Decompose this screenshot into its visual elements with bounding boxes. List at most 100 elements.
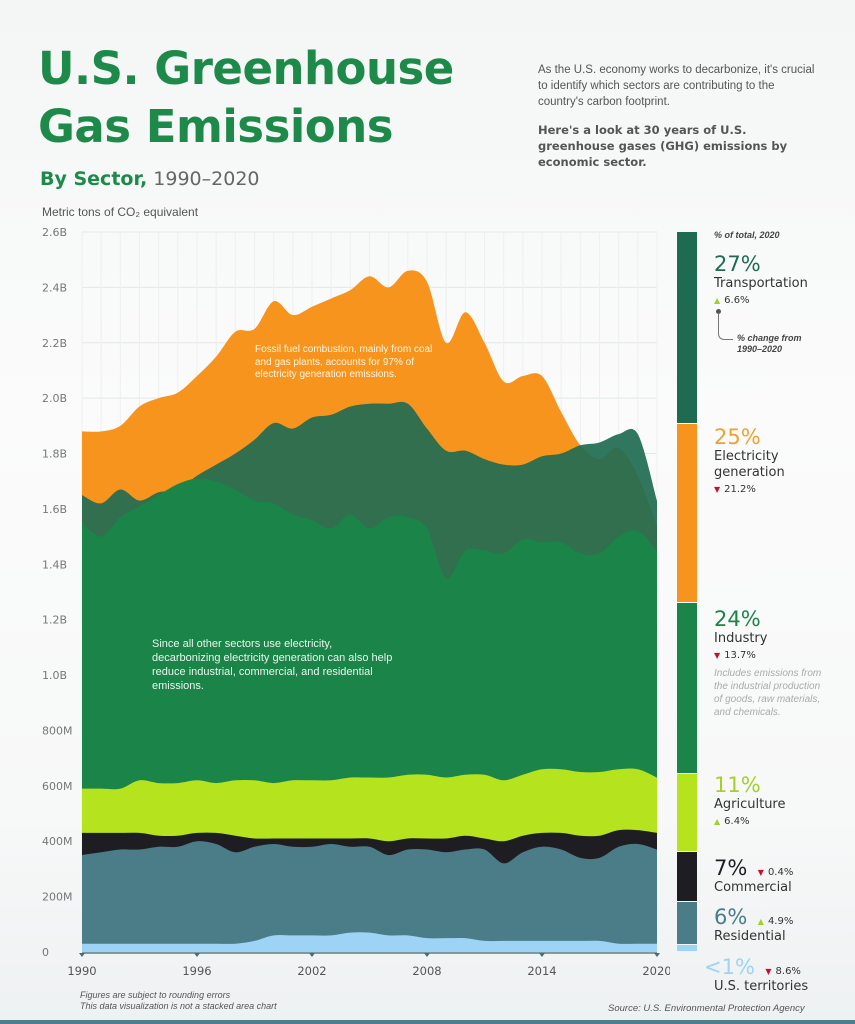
legend-pct: 25% [714,425,761,449]
y-tick-label: 2.4B [42,281,67,294]
explainer-connector [718,313,733,340]
industry-description: Includes emissions from the industrial p… [714,668,822,718]
legend-pct: 27% [714,252,761,276]
areas [82,270,657,953]
x-tick-label: 2002 [297,964,326,978]
legend-pct: 24% [714,607,761,631]
subtitle-years: 1990–2020 [147,168,260,190]
legend-bar-transportation [677,232,697,424]
legend-pct: 11% [714,773,761,797]
legend-heading: % of total, 2020 [714,230,780,240]
title-line-2: Gas Emissions [38,100,394,153]
area-u-s-territories [82,932,657,952]
legend-sector: U.S. territories [714,979,809,994]
y-tick-label: 600M [42,780,73,793]
legend-sector: Residential [714,929,786,944]
legend-change: ▲ 6.6% [714,295,808,306]
subtitle-bold: By Sector, [40,168,148,190]
y-tick-label: 200M [42,891,73,904]
up-arrow-icon: ▲ [757,917,764,926]
x-tick-label: 1996 [182,964,211,978]
x-tick-mark [309,953,315,957]
legend-change-value: 4.9% [767,916,794,927]
legend-sector: Electricity generation [714,449,785,480]
legend-change-value: 6.6% [724,295,750,306]
y-tick-label: 1.6B [42,503,67,516]
y-tick-label: 2.0B [42,392,67,405]
legend-sector: Transportation [714,276,808,291]
legend-pct: <1% [704,955,755,979]
y-tick-label: 1.0B [42,669,67,682]
footnote-rounding: Figures are subject to rounding errors [80,990,231,1000]
footnote-not-stacked: This data visualization is not a stacked… [80,1001,277,1011]
page-title: U.S. Greenhouse Gas Emissions [38,40,454,156]
y-tick-label: 0 [42,946,49,959]
legend-item-commercial: 7% ▼ 0.4% Commercial [714,856,793,896]
emissions-chart: 0 200M 400M 600M 800M 1.0B 1.2B 1.4B 1.6B 1.8B 2.0… [42,226,670,978]
y-tick-label: 2.2B [42,337,67,350]
x-tick-mark [424,953,430,957]
area-residential [82,841,657,952]
legend-change: ▲ 6.4% [714,816,786,827]
legend-change: ▼ 8.6% [765,966,801,977]
legend-bar-residential [677,902,697,944]
units-label: Metric tons of CO₂ equivalent [42,205,199,219]
x-axis: 1990 1996 2002 2008 2014 2020 [67,952,670,978]
legend-item-territories: <1% ▼ 8.6% U.S. territories [704,955,808,995]
legend-pct: 7% [714,856,748,880]
y-tick-label: 2.6B [42,226,67,239]
title-line-1: U.S. Greenhouse [38,42,454,95]
up-arrow-icon: ▲ [714,817,721,826]
y-tick-label: 1.8B [42,448,67,461]
legend-item-electricity: 25% Electricity generation ▼ 21.2% [714,425,804,495]
legend-change: ▼ 0.4% [758,867,794,878]
bottom-bar [0,1020,855,1024]
up-arrow-icon: ▲ [714,296,721,305]
y-tick-label: 800M [42,724,73,737]
legend-change-value: 8.6% [775,966,801,977]
subtitle: By Sector, 1990–2020 [40,168,260,190]
x-tick-label: 2014 [527,964,556,978]
down-arrow-icon: ▼ [757,868,764,877]
change-explainer: % change from 1990–2020 [737,333,802,354]
y-tick-label: 1.4B [42,558,67,571]
legend-change-value: 13.7% [724,650,756,661]
legend-change: ▲ 4.9% [758,916,794,927]
legend-bar-u-s-territories [677,944,697,951]
legend-change-value: 0.4% [767,867,794,878]
intro-text: As the U.S. economy works to decarbonize… [538,64,815,108]
x-tick-mark [654,953,660,957]
y-tick-label: 400M [42,835,73,848]
x-tick-label: 2008 [412,964,441,978]
legend-bar-commercial [677,852,697,902]
legend-item-industry: 24% Industry ▼ 13.7% Includes emissions f… [714,607,824,719]
industry-annotation: Since all other sectors use electricity,… [152,638,393,692]
source-credit: Source: U.S. Environmental Protection Ag… [608,1003,805,1014]
intro-bold-text: Here's a look at 30 years of U.S. greenh… [538,123,788,169]
x-tick-mark [539,953,545,957]
down-arrow-icon: ▼ [714,485,721,494]
legend-sector: Industry [714,631,768,646]
legend-bar-industry [677,602,697,773]
electricity-annotation: Fossil fuel combustion, mainly from coal… [255,344,433,380]
x-tick-mark [79,953,85,957]
x-tick-mark [194,953,200,957]
legend-bar-agriculture [677,773,697,852]
x-tick-label: 1990 [67,964,96,978]
legend-change-value: 21.2% [724,484,756,495]
legend-sector: Commercial [714,880,792,895]
down-arrow-icon: ▼ [714,651,721,660]
y-axis: 0 200M 400M 600M 800M 1.0B 1.2B 1.4B 1.6B 1.8B 2.0… [42,226,73,959]
legend-sector: Agriculture [714,797,786,812]
explainer-dot-icon [716,309,721,314]
legend-bar-electricity-generation [677,424,697,602]
intro-block: As the U.S. economy works to decarbonize… [538,62,823,182]
legend-change: ▼ 13.7% [714,650,824,661]
legend-item-residential: 6% ▲ 4.9% Residential [714,905,793,945]
x-tick-label: 2020 [642,964,670,978]
legend-change: ▼ 21.2% [714,484,804,495]
legend-item-transportation: 27% Transportation ▲ 6.6% [714,252,808,306]
y-tick-label: 1.2B [42,614,67,627]
down-arrow-icon: ▼ [765,967,772,976]
legend-pct: 6% [714,905,748,929]
